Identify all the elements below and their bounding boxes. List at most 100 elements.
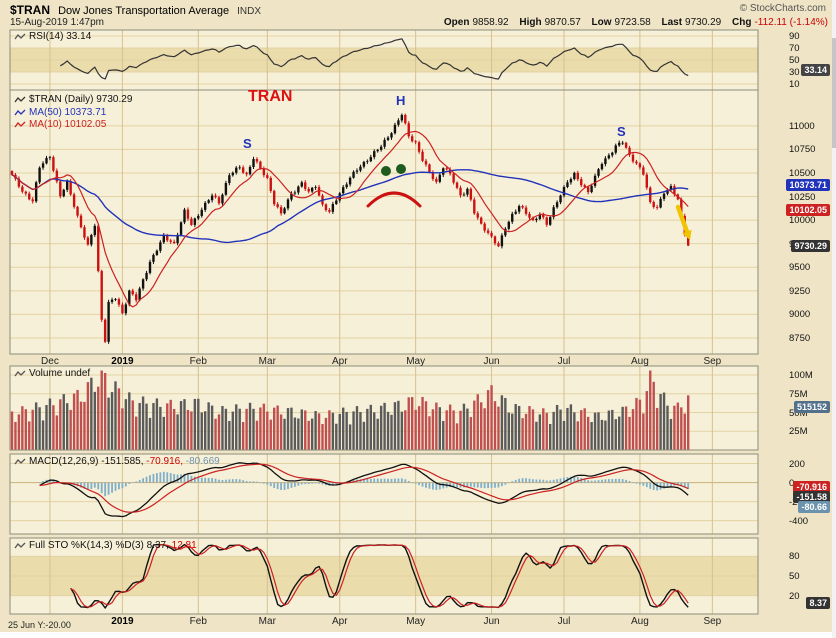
macd-hist-bar	[663, 482, 665, 489]
macd-hist-bar	[542, 479, 545, 483]
candle-body	[66, 181, 69, 190]
macd-hist-bar	[449, 482, 452, 488]
volume-bar	[304, 410, 307, 450]
volume-label-text: Volume undef	[29, 368, 91, 379]
macd-hist-bar	[321, 482, 324, 485]
candle-body	[342, 187, 345, 194]
macd-hist-bar	[297, 482, 300, 486]
macd-hist-bar	[607, 479, 610, 483]
volume-bar	[286, 408, 290, 450]
macd-hist-bar	[573, 476, 576, 483]
candle-body	[400, 114, 404, 121]
candle-body	[166, 235, 169, 241]
candle-body	[569, 179, 573, 183]
macd-hist-bar	[466, 482, 469, 487]
macd-hist-bar	[504, 482, 507, 485]
volume-bar	[555, 404, 559, 450]
macd-hist-bar	[421, 482, 424, 487]
macd-hist-bar	[211, 478, 213, 483]
candle-body	[666, 189, 669, 194]
candle-body	[352, 171, 355, 178]
volume-bar	[141, 396, 145, 450]
volume-bar	[545, 412, 548, 450]
volume-bar	[155, 398, 159, 450]
macd-hist-bar	[535, 479, 538, 483]
macd-hist-bar	[666, 482, 669, 488]
volume-bar	[124, 399, 128, 450]
volume-bar	[162, 416, 165, 450]
candle-body	[355, 170, 359, 172]
candle-body	[366, 161, 369, 162]
candle-body	[362, 161, 366, 167]
scrollbar-thumb[interactable]	[832, 38, 836, 148]
candle-body	[493, 236, 497, 244]
volume-bar	[328, 410, 331, 450]
candle-body	[331, 204, 335, 212]
candle-body	[204, 202, 207, 210]
macd-hist-bar	[42, 481, 44, 483]
volume-bar	[283, 418, 286, 450]
candle-body	[131, 290, 134, 295]
macd-hist-bar	[283, 482, 286, 490]
candle-body	[531, 217, 535, 221]
volume-bar	[214, 418, 217, 450]
candle-body	[262, 168, 266, 176]
volume-bar	[428, 416, 431, 450]
macd-hist-bar	[438, 482, 441, 490]
volume-bar	[66, 403, 69, 450]
candle-body	[186, 209, 190, 219]
macd-value3: -80.669	[183, 456, 220, 467]
volume-bar	[666, 405, 669, 450]
macd-hist-bar	[142, 478, 144, 483]
chart-header: $TRAN Dow Jones Transportation Average I…	[10, 3, 261, 17]
macd-hist-bar	[145, 476, 148, 483]
ma10-label: MA(10) 10102.05	[14, 119, 106, 130]
volume-bar	[373, 412, 376, 450]
macd-hist-bar	[635, 482, 638, 484]
macd-hist-bar	[514, 479, 517, 483]
candle-body	[490, 232, 493, 237]
volume-bar	[369, 404, 372, 450]
copyright: © StockCharts.com	[739, 3, 826, 14]
macd-hist-bar	[228, 479, 231, 483]
volume-bar	[462, 403, 466, 450]
macd-hist-bar	[545, 480, 548, 483]
candle-body	[266, 175, 269, 178]
macd-hist-bar	[383, 478, 386, 483]
volume-bar	[614, 419, 617, 450]
macd-hist-bar	[652, 482, 655, 491]
volume-bar	[21, 406, 24, 450]
volume-bar	[252, 408, 255, 450]
candle-body	[535, 218, 538, 221]
candle-body	[618, 142, 621, 146]
candle-body	[197, 215, 200, 219]
macd-hist-bar	[590, 480, 593, 483]
volume-bar	[397, 400, 400, 450]
candle-body	[383, 139, 386, 147]
candle-body	[545, 217, 548, 225]
macd-hist-bar	[121, 482, 124, 489]
candle-body	[221, 194, 224, 204]
candle-body	[345, 184, 348, 188]
macd-name: MACD(12,26,9)	[29, 456, 99, 467]
scrollbar-track[interactable]	[832, 0, 836, 638]
candle-body	[680, 199, 683, 217]
candle-body	[172, 241, 176, 244]
macd-hist-bar	[549, 480, 552, 483]
candle-body	[435, 178, 438, 182]
rsi-label: RSI(14) 33.14	[14, 31, 91, 42]
candle-body	[424, 160, 428, 165]
volume-bar	[352, 411, 355, 450]
volume-bar	[438, 407, 441, 450]
macd-hist-bar	[124, 482, 127, 487]
volume-bar	[459, 410, 462, 450]
candle-body	[114, 299, 117, 300]
macd-hist-bar	[576, 476, 579, 483]
volume-bar	[511, 413, 514, 450]
candle-body	[86, 237, 90, 245]
volume-bar	[586, 416, 590, 450]
macd-hist-bar	[252, 481, 255, 483]
volume-bar	[31, 409, 34, 450]
